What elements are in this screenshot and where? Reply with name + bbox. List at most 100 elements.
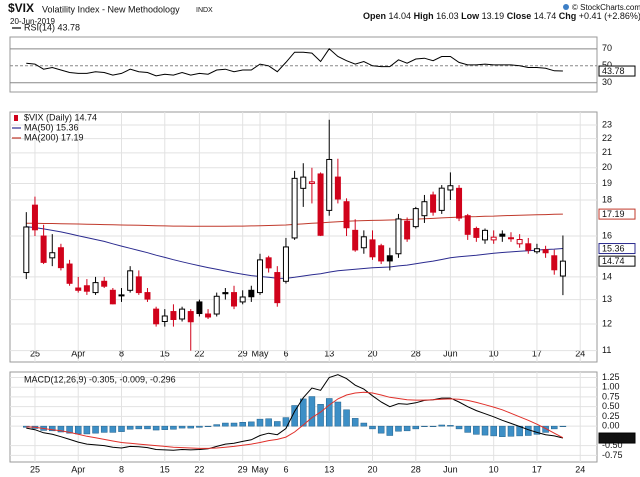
histogram-bar [499,425,506,437]
histogram-bar [551,425,558,430]
x-tick-label: 28 [411,464,421,474]
candle-body [490,236,497,241]
y-tick-label: 12 [602,318,612,328]
histogram-bar [196,425,203,428]
exchange: INDX [196,7,213,14]
histogram-bar [533,425,541,435]
legend-text: $VIX (Daily) 14.74 [24,112,97,122]
histogram-bar [559,425,567,427]
histogram-bar [135,425,143,430]
candle-body [153,308,160,325]
logo-icon [563,4,569,10]
x-tick-label: 6 [283,464,288,474]
histogram-bar [161,425,169,430]
histogram-bar [351,418,359,427]
candle-body [464,215,471,235]
histogram-bar [265,418,272,427]
histogram-bar [325,398,333,427]
candle-body [421,201,428,217]
histogram-bar [369,425,376,430]
x-tick-label: 22 [194,348,204,358]
candle-body [412,208,419,228]
histogram-bar [377,425,385,434]
y-tick-label: 50 [602,60,612,70]
candle-body [213,295,220,315]
candle-body [291,177,298,239]
histogram-bar [230,422,238,427]
quote-label: High [414,11,434,21]
quote-value: 14.74 [534,11,557,21]
candle-body [179,308,186,320]
candle-body [187,311,194,323]
histogram-bar [256,418,264,427]
candle-body [109,289,116,305]
histogram-bar [481,425,489,436]
candle-body [256,259,263,294]
candle-body [57,247,64,269]
end-label: 43.78 [602,66,625,76]
x-tick-label: Jun [443,348,458,358]
histogram-bar [144,425,151,430]
candle-body [317,173,324,236]
candle-body [231,292,238,307]
histogram-bar [83,425,91,435]
histogram-bar [118,425,125,432]
y-tick-label: 14 [602,271,612,281]
x-tick-label: 22 [194,464,204,474]
histogram-bar [300,398,307,427]
histogram-bar [187,425,194,429]
x-tick-label: May [251,464,269,474]
x-tick-label: 10 [489,348,499,358]
candle-body [161,315,168,323]
end-label: 14.74 [602,256,625,266]
x-tick-label: 25 [30,464,40,474]
quote: Open 14.04 High 16.03 Low 13.19 Close 14… [363,11,640,21]
candle-body [525,243,532,251]
candle-body [499,233,506,237]
y-tick-label: 1.25 [602,372,620,382]
histogram-bar [274,421,281,427]
candle-body [360,236,367,249]
x-tick-label: 29 [238,464,248,474]
legend-text: RSI(14) 43.78 [24,22,80,32]
x-tick-label: 17 [532,464,542,474]
candle-body [66,263,73,284]
candle-body [196,301,203,315]
candle-body [23,226,30,274]
quote-value: +0.41 [579,11,602,21]
histogram-bar [126,425,134,430]
end-label: 15.36 [602,243,625,253]
candle-body [239,296,246,303]
histogram-bar [222,422,229,427]
candle-body [308,181,315,184]
candle-body [473,227,480,238]
histogram-bar [455,425,463,430]
candle-body [438,187,445,211]
legend-swatch [14,115,18,121]
candle-body [83,285,90,292]
x-tick-label: 10 [489,464,499,474]
candle-body [265,257,272,269]
x-tick-label: 8 [119,464,124,474]
end-label-box [598,243,636,255]
x-tick-label: 13 [324,464,334,474]
histogram-bar [360,422,368,427]
panel-frame [9,111,598,363]
candle-body [456,187,463,219]
x-tick-label: 13 [324,348,334,358]
y-tick-label: 18 [602,194,612,204]
quote-value: 13.19 [482,11,505,21]
legend-text: MA(50) 15.36 [24,122,79,132]
histogram-bar [239,422,246,427]
histogram-bar [421,425,428,427]
histogram-bar [152,425,160,431]
y-tick-label: 0.00 [602,421,620,431]
histogram-bar [178,425,186,429]
histogram-bar [291,405,298,427]
y-tick-label: 13 [602,294,612,304]
histogram-bar [395,425,402,432]
x-tick-label: 20 [367,348,377,358]
candle-body [378,245,385,262]
symbol: $VIX [8,1,34,15]
